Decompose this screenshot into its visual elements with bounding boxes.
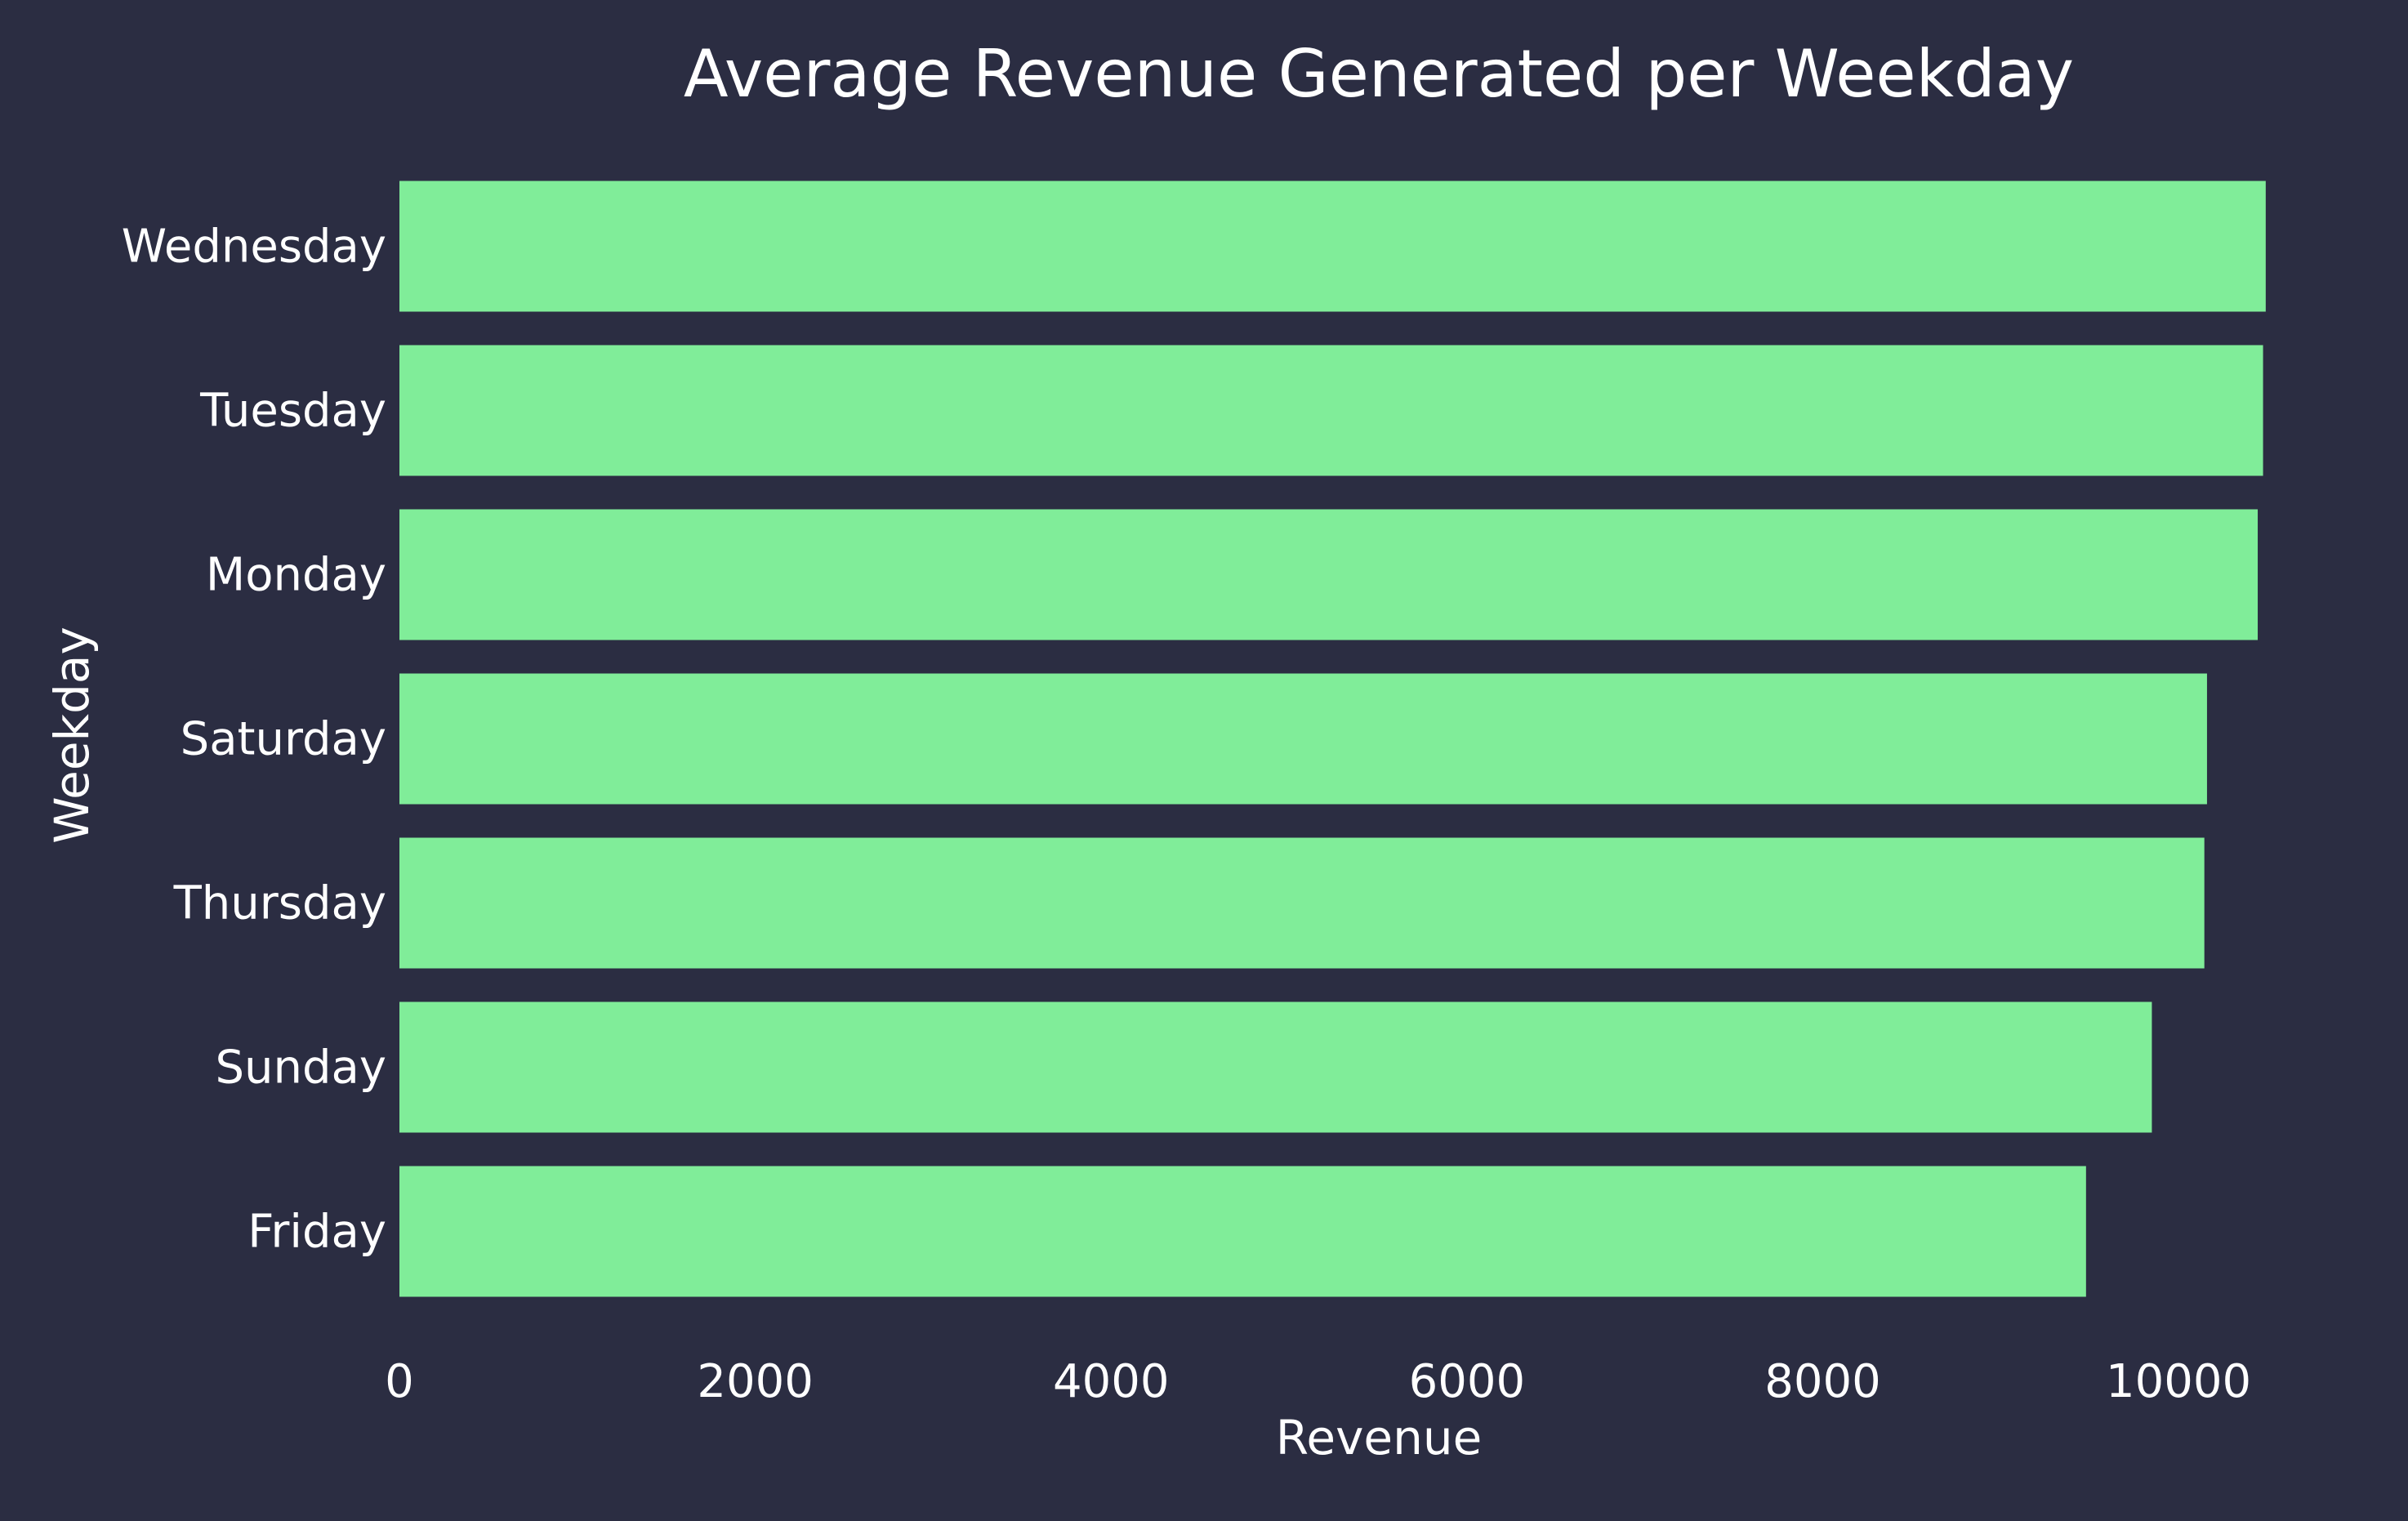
- x-tick-label: 10000: [2106, 1355, 2251, 1408]
- y-tick-label-thursday: Thursday: [173, 877, 386, 930]
- x-tick-label: 8000: [1764, 1355, 1881, 1408]
- bar-wednesday: [399, 181, 2266, 312]
- y-tick-label-friday: Friday: [247, 1206, 386, 1259]
- x-tick-label: 6000: [1409, 1355, 1526, 1408]
- y-tick-label-saturday: Saturday: [181, 713, 386, 766]
- y-tick-label-monday: Monday: [206, 549, 386, 602]
- bars-group: [399, 181, 2266, 1297]
- x-tick-label: 4000: [1053, 1355, 1170, 1408]
- bar-sunday: [399, 1001, 2152, 1133]
- y-tick-label-sunday: Sunday: [215, 1042, 386, 1095]
- bar-saturday: [399, 673, 2207, 805]
- y-tick-labels: Wednesday Tuesday Monday Saturday Thursday Su…: [122, 221, 386, 1259]
- x-axis-label: Revenue: [1276, 1410, 1483, 1465]
- chart-title: Average Revenue Generated per Weekday: [684, 36, 2074, 112]
- x-tick-label: 0: [385, 1355, 414, 1408]
- bar-thursday: [399, 837, 2205, 969]
- bar-friday: [399, 1166, 2086, 1297]
- x-tick-labels: 0 2000 4000 6000 8000 10000: [385, 1355, 2251, 1408]
- bar-monday: [399, 509, 2259, 640]
- bar-tuesday: [399, 345, 2263, 476]
- y-tick-label-tuesday: Tuesday: [199, 385, 386, 438]
- y-axis-label: Weekday: [44, 627, 100, 844]
- y-tick-label-wednesday: Wednesday: [122, 221, 386, 274]
- x-tick-label: 2000: [697, 1355, 814, 1408]
